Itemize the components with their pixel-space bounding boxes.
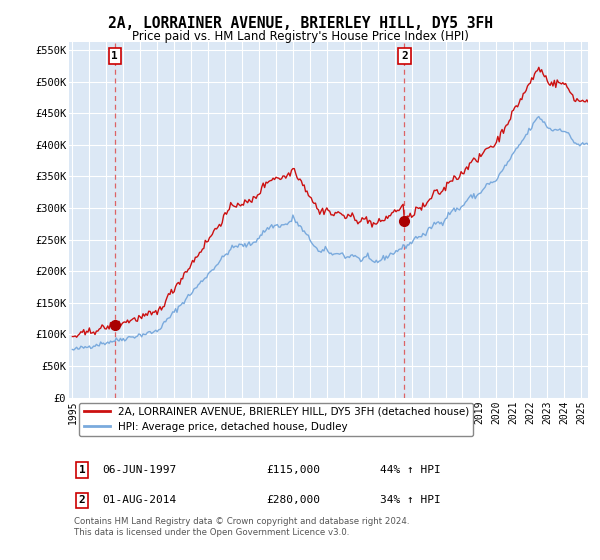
Text: £115,000: £115,000 bbox=[266, 465, 320, 475]
Text: 2: 2 bbox=[401, 51, 408, 61]
Text: 1: 1 bbox=[112, 51, 118, 61]
Text: 06-JUN-1997: 06-JUN-1997 bbox=[103, 465, 177, 475]
Text: Price paid vs. HM Land Registry's House Price Index (HPI): Price paid vs. HM Land Registry's House … bbox=[131, 30, 469, 43]
Text: 34% ↑ HPI: 34% ↑ HPI bbox=[380, 496, 441, 505]
Text: £280,000: £280,000 bbox=[266, 496, 320, 505]
Text: 01-AUG-2014: 01-AUG-2014 bbox=[103, 496, 177, 505]
Text: 1: 1 bbox=[79, 465, 85, 475]
Legend: 2A, LORRAINER AVENUE, BRIERLEY HILL, DY5 3FH (detached house), HPI: Average pric: 2A, LORRAINER AVENUE, BRIERLEY HILL, DY5… bbox=[79, 403, 473, 436]
Text: 44% ↑ HPI: 44% ↑ HPI bbox=[380, 465, 441, 475]
Text: 2A, LORRAINER AVENUE, BRIERLEY HILL, DY5 3FH: 2A, LORRAINER AVENUE, BRIERLEY HILL, DY5… bbox=[107, 16, 493, 31]
Text: 2: 2 bbox=[79, 496, 85, 505]
Text: Contains HM Land Registry data © Crown copyright and database right 2024.
This d: Contains HM Land Registry data © Crown c… bbox=[74, 517, 410, 536]
